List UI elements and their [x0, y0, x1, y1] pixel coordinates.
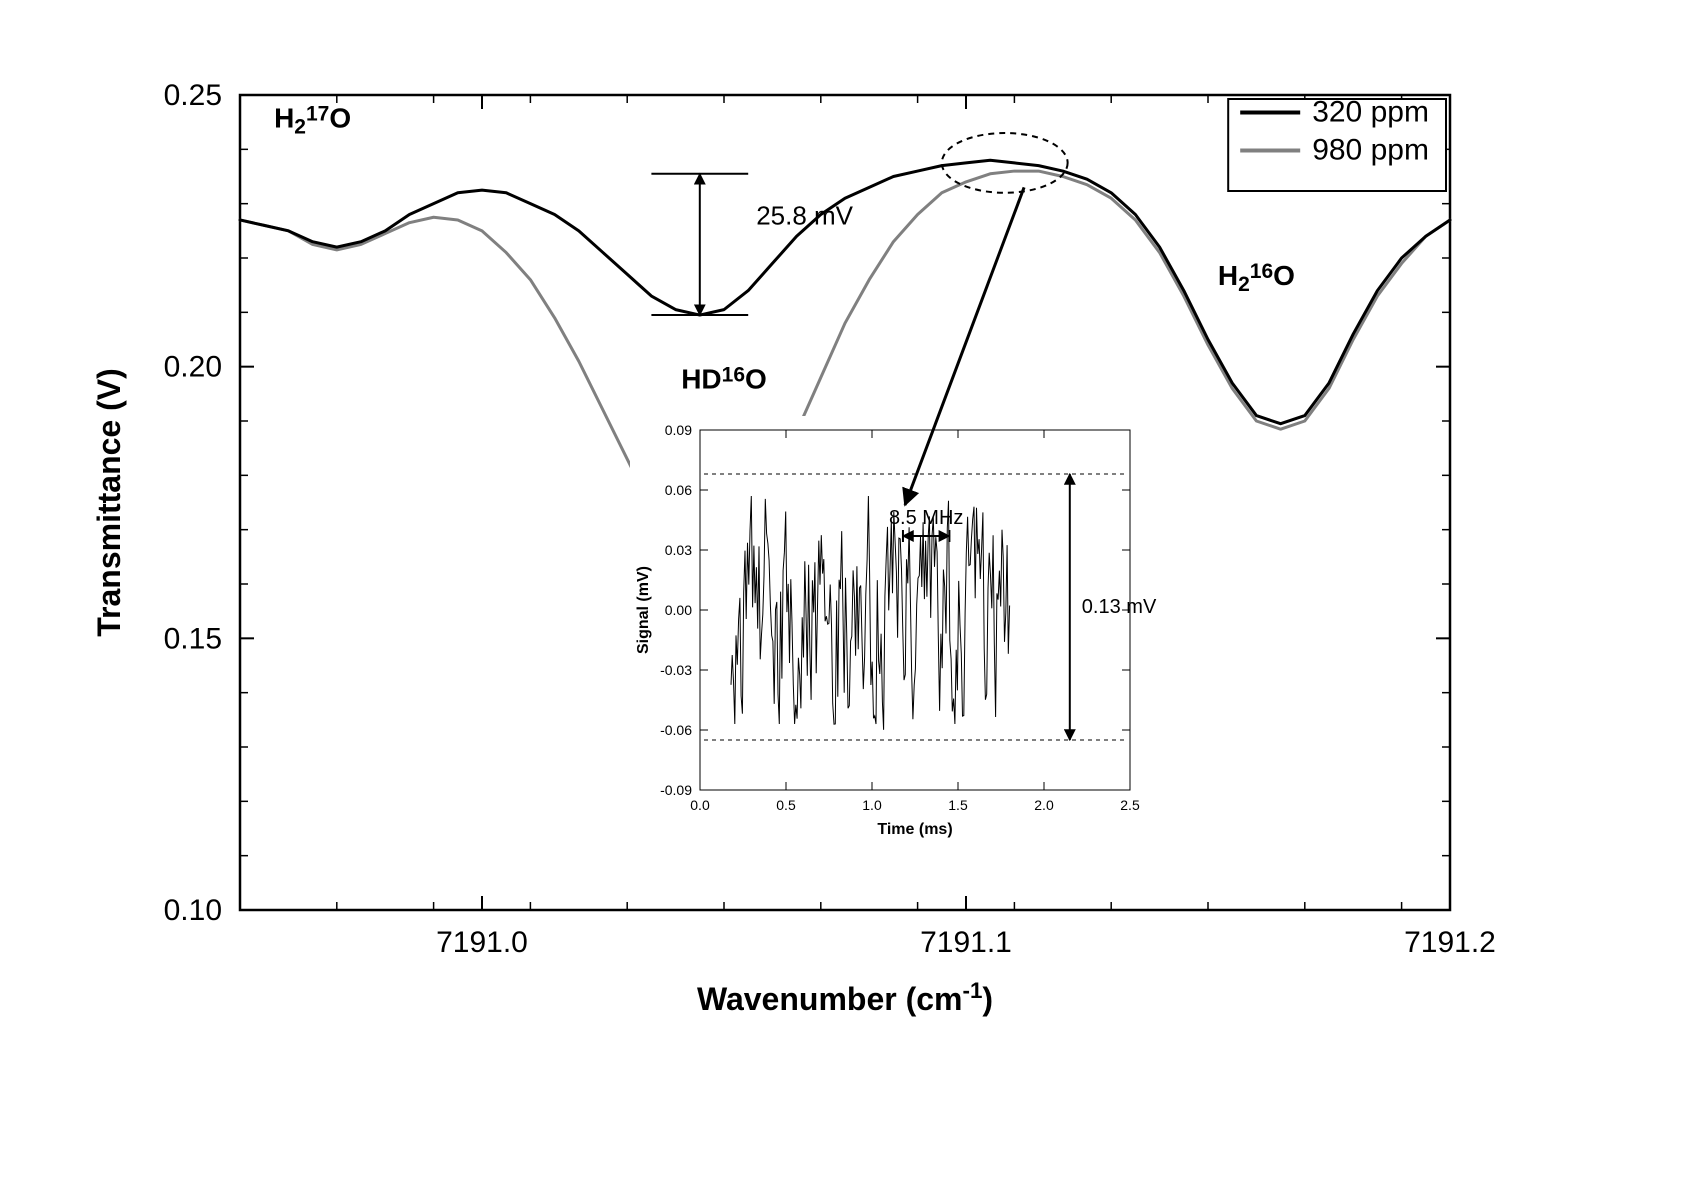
- peak-label: HD16O: [681, 363, 767, 394]
- inset-y-tick-label: -0.06: [660, 722, 692, 738]
- y-tick-label: 0.20: [164, 351, 222, 384]
- inset-freq-label: 8.5 MHz: [889, 507, 963, 529]
- inset-x-tick-label: 2.0: [1034, 797, 1054, 813]
- legend-label: 980 ppm: [1312, 134, 1429, 167]
- inset-y-tick-label: -0.03: [660, 662, 692, 678]
- y-tick-label: 0.25: [164, 79, 222, 112]
- x-tick-label: 7191.0: [436, 926, 528, 959]
- inset-x-tick-label: 1.0: [862, 797, 882, 813]
- inset-x-tick-label: 0.5: [776, 797, 796, 813]
- x-axis-label: Wavenumber (cm-1): [697, 978, 993, 1018]
- inset-y-label: Signal (mV): [635, 566, 652, 654]
- legend-label: 320 ppm: [1312, 96, 1429, 129]
- depth-label: 25.8 mV: [756, 200, 853, 230]
- inset-x-tick-label: 1.5: [948, 797, 968, 813]
- figure-root: 7191.0 7191.1 7191.2 0.10 0.15 0.20 0.25 Wavenu…: [0, 0, 1705, 1184]
- x-tick-label: 7191.2: [1404, 926, 1496, 959]
- y-tick-label: 0.10: [164, 894, 222, 927]
- inset-y-tick-label: 0.03: [665, 542, 692, 558]
- inset-y-tick-label: 0.09: [665, 422, 692, 438]
- inset-y-tick-label: 0.00: [665, 602, 692, 618]
- y-axis-label: Transmittance (V): [91, 368, 127, 637]
- inset-x-label: Time (ms): [877, 821, 952, 838]
- inset-x-tick-label: 0.0: [690, 797, 710, 813]
- inset-y-tick-label: -0.09: [660, 782, 692, 798]
- inset-x-tick-label: 2.5: [1120, 797, 1140, 813]
- chart-svg: 7191.0 7191.1 7191.2 0.10 0.15 0.20 0.25 Wavenu…: [0, 0, 1705, 1184]
- peak-label: H217O: [274, 102, 351, 139]
- y-tick-label: 0.15: [164, 622, 222, 655]
- x-tick-label: 7191.1: [920, 926, 1012, 959]
- inset-range-label: 0.13 mV: [1082, 596, 1157, 618]
- inset-y-tick-label: 0.06: [665, 482, 692, 498]
- peak-label: H216O: [1218, 260, 1295, 297]
